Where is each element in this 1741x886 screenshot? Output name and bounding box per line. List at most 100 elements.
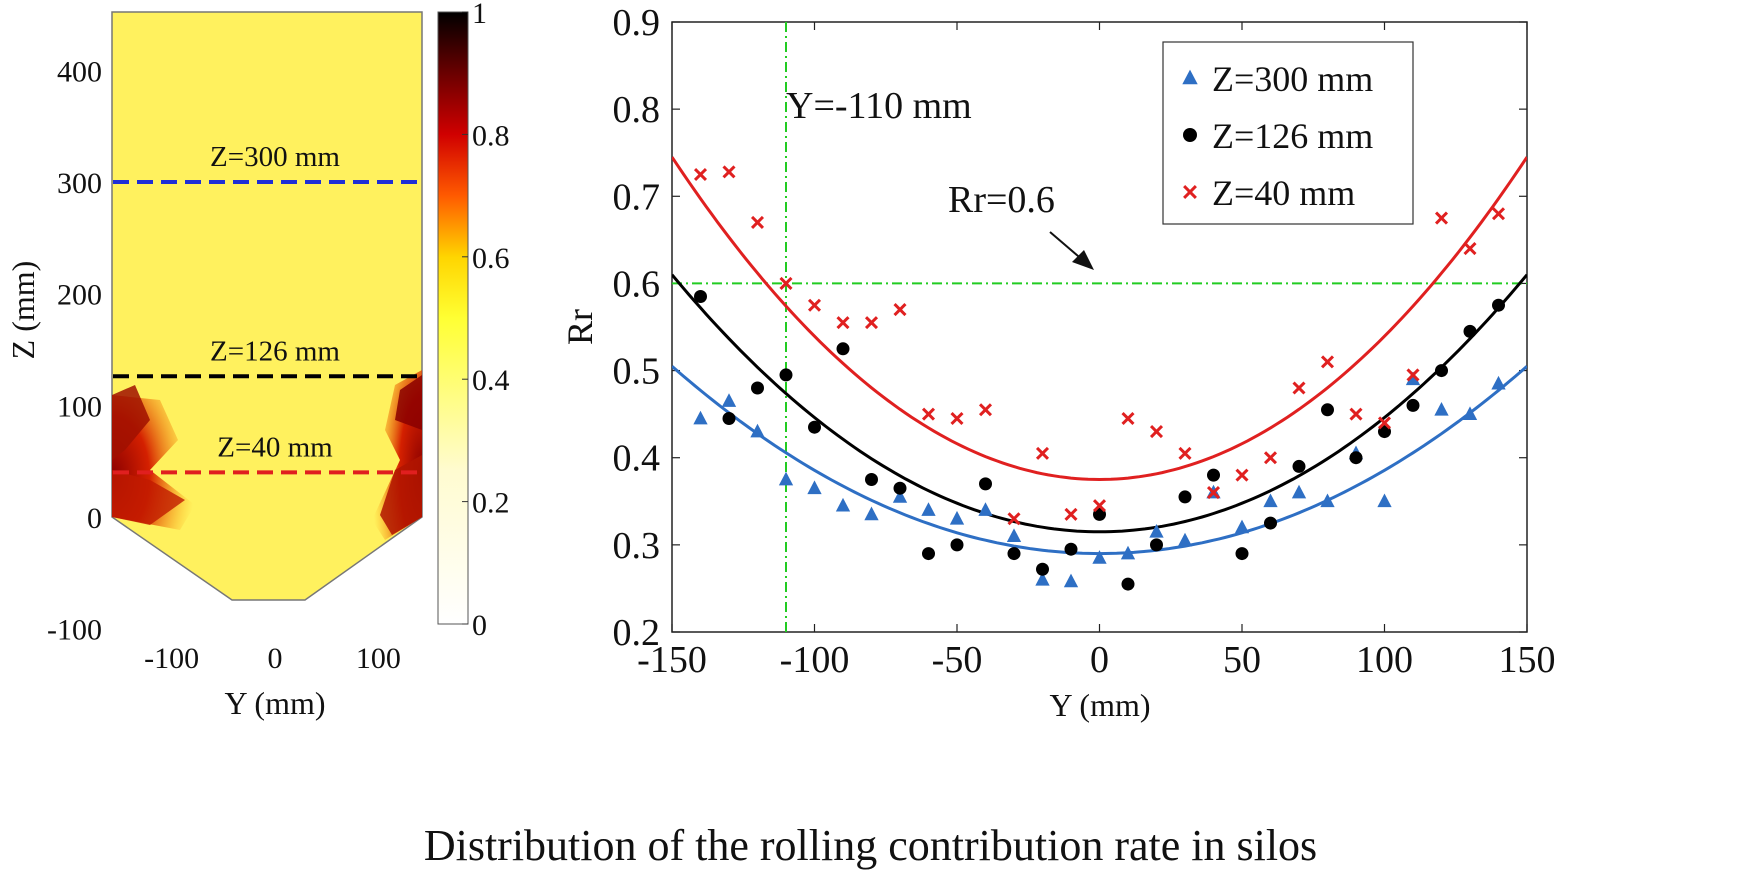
scatter-y-label: Rr bbox=[560, 309, 600, 345]
point-cross bbox=[1007, 512, 1021, 526]
point-circle bbox=[1435, 364, 1448, 378]
point-cross bbox=[1349, 407, 1363, 421]
point-cross bbox=[693, 167, 708, 182]
vline-annotation: Y=-110 mm bbox=[786, 85, 972, 127]
point-circle bbox=[1378, 425, 1391, 439]
point-cross-stroke bbox=[1434, 211, 1449, 225]
point-circle bbox=[1406, 398, 1420, 412]
point-circle bbox=[694, 290, 707, 303]
data-points bbox=[693, 165, 1506, 591]
point-triangle bbox=[1405, 371, 1421, 386]
point-triangle bbox=[864, 506, 879, 521]
heatmap-x-tick-label: 0 bbox=[268, 642, 283, 675]
point-cross bbox=[921, 407, 936, 421]
point-circle bbox=[865, 473, 878, 486]
heatmap-y-ticks: 400 300 200 100 0 -100 bbox=[47, 55, 102, 646]
point-cross-stroke bbox=[1263, 451, 1278, 465]
colorbar-tick-label: 1 bbox=[472, 0, 487, 30]
point-circle bbox=[1121, 577, 1135, 591]
point-triangle bbox=[693, 410, 708, 425]
legend-box bbox=[1162, 41, 1414, 225]
point-cross bbox=[836, 316, 850, 330]
point-triangle bbox=[1092, 550, 1107, 564]
legend-label: Z=40 mm bbox=[1212, 173, 1355, 213]
point-cross-stroke bbox=[722, 165, 736, 179]
silo-heatmap: 400 300 200 100 0 -100 -100 0 100 Z=300 mm Z=126… bbox=[5, 11, 423, 721]
point-cross bbox=[950, 411, 964, 426]
point-triangle bbox=[1434, 401, 1449, 416]
point-cross bbox=[1320, 355, 1335, 369]
point-circle bbox=[1036, 562, 1049, 576]
point-cross-stroke bbox=[1320, 355, 1335, 369]
point-triangle bbox=[807, 480, 822, 495]
point-circle bbox=[1264, 516, 1277, 530]
point-cross bbox=[779, 276, 793, 290]
point-triangle bbox=[1291, 484, 1307, 499]
point-circle bbox=[779, 368, 793, 382]
point-triangle bbox=[1234, 519, 1250, 534]
scatter-y-ticks: 0.9 0.8 0.7 0.6 0.5 0.4 0.3 0.2 bbox=[613, 2, 1527, 654]
point-cross bbox=[978, 403, 993, 417]
x-tick-label: -150 bbox=[637, 639, 707, 681]
point-circle bbox=[1007, 547, 1021, 561]
point-triangle bbox=[921, 502, 936, 516]
point-circle bbox=[1349, 451, 1363, 465]
point-triangle bbox=[1263, 493, 1278, 508]
point-cross bbox=[1206, 486, 1221, 500]
point-cross bbox=[1149, 425, 1164, 439]
hline-annotation: Rr=0.6 bbox=[948, 179, 1055, 221]
y-tick-label: 0.7 bbox=[613, 176, 661, 218]
y-tick-label: 0.2 bbox=[613, 612, 661, 654]
x-tick-label: 50 bbox=[1223, 639, 1261, 681]
high-rate-zone-left bbox=[112, 385, 195, 530]
point-circle bbox=[1183, 128, 1197, 142]
colorbar-tick-label: 0.4 bbox=[472, 364, 510, 397]
point-triangle bbox=[978, 502, 993, 516]
point-cross-stroke bbox=[1149, 425, 1164, 439]
rr-scatter-plot: 0.9 0.8 0.7 0.6 0.5 0.4 0.3 0.2 -150 -100 -50 0 50 1… bbox=[560, 2, 1556, 723]
point-cross bbox=[807, 298, 822, 312]
point-triangle bbox=[949, 510, 965, 525]
x-tick-label: 150 bbox=[1499, 639, 1556, 681]
scatter-x-ticks: -150 -100 -50 0 50 100 150 bbox=[637, 22, 1556, 681]
heatmap-y-label: Z (mm) bbox=[5, 261, 41, 360]
point-cross-stroke bbox=[1183, 185, 1197, 199]
point-circle bbox=[893, 481, 907, 495]
point-cross-stroke bbox=[1292, 381, 1306, 395]
point-circle bbox=[1178, 490, 1192, 504]
heatmap-x-tick-label: 100 bbox=[356, 642, 401, 675]
point-circle bbox=[722, 412, 736, 425]
legend-label: Z=300 mm bbox=[1212, 59, 1373, 99]
point-triangle bbox=[1149, 523, 1164, 538]
point-cross-stroke bbox=[836, 316, 850, 330]
point-circle bbox=[1235, 547, 1249, 561]
heatmap-y-tick-label: -100 bbox=[47, 614, 102, 647]
y-tick-label: 0.9 bbox=[613, 2, 661, 44]
point-triangle bbox=[1063, 573, 1079, 588]
point-triangle bbox=[1462, 406, 1478, 420]
point-triangle bbox=[1377, 493, 1392, 508]
point-cross bbox=[1434, 211, 1449, 225]
colorbar-tick-label: 0 bbox=[472, 609, 487, 642]
point-cross bbox=[1035, 446, 1050, 460]
point-cross bbox=[864, 316, 879, 330]
high-rate-zone-right bbox=[372, 370, 422, 540]
point-cross-stroke bbox=[1092, 499, 1107, 513]
point-cross bbox=[1406, 368, 1420, 382]
point-cross-stroke bbox=[1007, 512, 1021, 526]
point-triangle bbox=[1006, 528, 1022, 542]
point-cross-stroke bbox=[1064, 507, 1078, 521]
point-cross-stroke bbox=[1349, 407, 1363, 421]
heatmap-y-tick-label: 200 bbox=[57, 279, 102, 312]
heatmap-y-tick-label: 300 bbox=[57, 167, 102, 200]
point-triangle bbox=[750, 423, 765, 438]
point-circle bbox=[836, 342, 850, 356]
point-cross bbox=[893, 303, 907, 317]
heatmap-y-tick-label: 0 bbox=[87, 502, 102, 535]
fit-curve bbox=[672, 156, 1527, 482]
x-tick-label: 100 bbox=[1356, 639, 1413, 681]
point-cross bbox=[1092, 499, 1107, 513]
point-cross-stroke bbox=[1178, 446, 1192, 460]
point-cross-stroke bbox=[893, 303, 907, 317]
point-cross-stroke bbox=[1463, 242, 1477, 256]
